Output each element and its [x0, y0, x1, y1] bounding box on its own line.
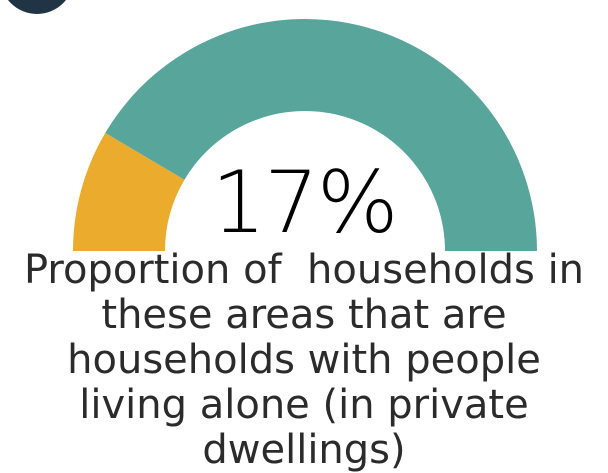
- gauge-segment-remainder: [105, 18, 537, 251]
- gauge-segment-value: [73, 132, 185, 251]
- caption-line: these areas that are: [101, 292, 507, 338]
- caption-line: living alone (in private: [79, 382, 529, 428]
- caption-line: dwellings): [202, 427, 406, 473]
- caption-line: Proportion of households in: [23, 247, 585, 293]
- gauge-caption: Proportion of households in these areas …: [0, 248, 608, 473]
- caption-line: households with people: [67, 337, 541, 383]
- percent-value: 17%: [211, 153, 398, 253]
